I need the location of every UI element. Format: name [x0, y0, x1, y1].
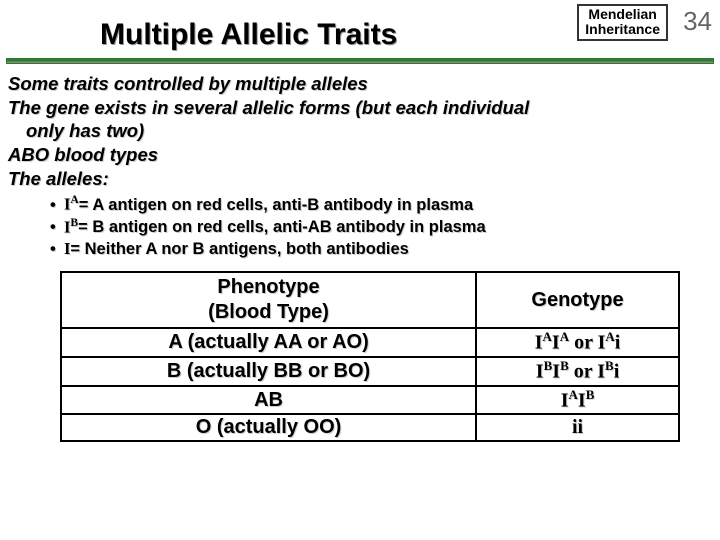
phenotype-cell: B (actually BB or BO)	[61, 357, 476, 386]
col-header-genotype: Genotype	[476, 272, 679, 328]
body-p2a: The gene exists in several allelic forms…	[8, 96, 710, 120]
bullet-row: • IB = B antigen on red cells, anti-AB a…	[50, 217, 710, 238]
table-row: A (actually AA or AO) IAIA or IAi	[61, 328, 679, 357]
table-row: B (actually BB or BO) IBIB or IBi	[61, 357, 679, 386]
table-row: AB IAIB	[61, 386, 679, 415]
allele-symbol: IB	[64, 217, 78, 238]
col-header-phenotype: Phenotype (Blood Type)	[61, 272, 476, 328]
header-box: Mendelian Inheritance	[577, 4, 668, 41]
body-p3: ABO blood types	[8, 143, 710, 167]
allele-desc: = Neither A nor B antigens, both antibod…	[70, 240, 408, 259]
allele-symbol: IA	[64, 194, 79, 215]
phenotype-cell: A (actually AA or AO)	[61, 328, 476, 357]
genotype-table-wrap: Phenotype (Blood Type) Genotype A (actua…	[0, 267, 720, 442]
bullet-dot-icon: •	[50, 196, 64, 215]
body-p1: Some traits controlled by multiple allel…	[8, 72, 710, 96]
table-row: O (actually OO) ii	[61, 414, 679, 441]
genotype-cell: IAIB	[476, 386, 679, 415]
allele-desc: = B antigen on red cells, anti-AB antibo…	[78, 218, 486, 237]
body-text: Some traits controlled by multiple allel…	[0, 64, 720, 190]
page-number: 34	[683, 6, 712, 37]
genotype-cell: ii	[476, 414, 679, 441]
bullet-row: • I = Neither A nor B antigens, both ant…	[50, 239, 710, 259]
bullet-dot-icon: •	[50, 218, 64, 237]
bullet-dot-icon: •	[50, 240, 64, 259]
phenotype-cell: O (actually OO)	[61, 414, 476, 441]
genotype-cell: IAIA or IAi	[476, 328, 679, 357]
allele-desc: = A antigen on red cells, anti-B antibod…	[79, 196, 473, 215]
genotype-table: Phenotype (Blood Type) Genotype A (actua…	[60, 271, 680, 442]
phenotype-cell: AB	[61, 386, 476, 415]
table-row: Phenotype (Blood Type) Genotype	[61, 272, 679, 328]
genotype-cell: IBIB or IBi	[476, 357, 679, 386]
header-line2: Inheritance	[585, 22, 660, 37]
body-p2b: only has two)	[8, 119, 710, 143]
body-p4: The alleles:	[8, 167, 710, 191]
header-line1: Mendelian	[585, 7, 660, 22]
bullet-row: • IA = A antigen on red cells, anti-B an…	[50, 194, 710, 215]
allele-bullets: • IA = A antigen on red cells, anti-B an…	[0, 190, 720, 267]
